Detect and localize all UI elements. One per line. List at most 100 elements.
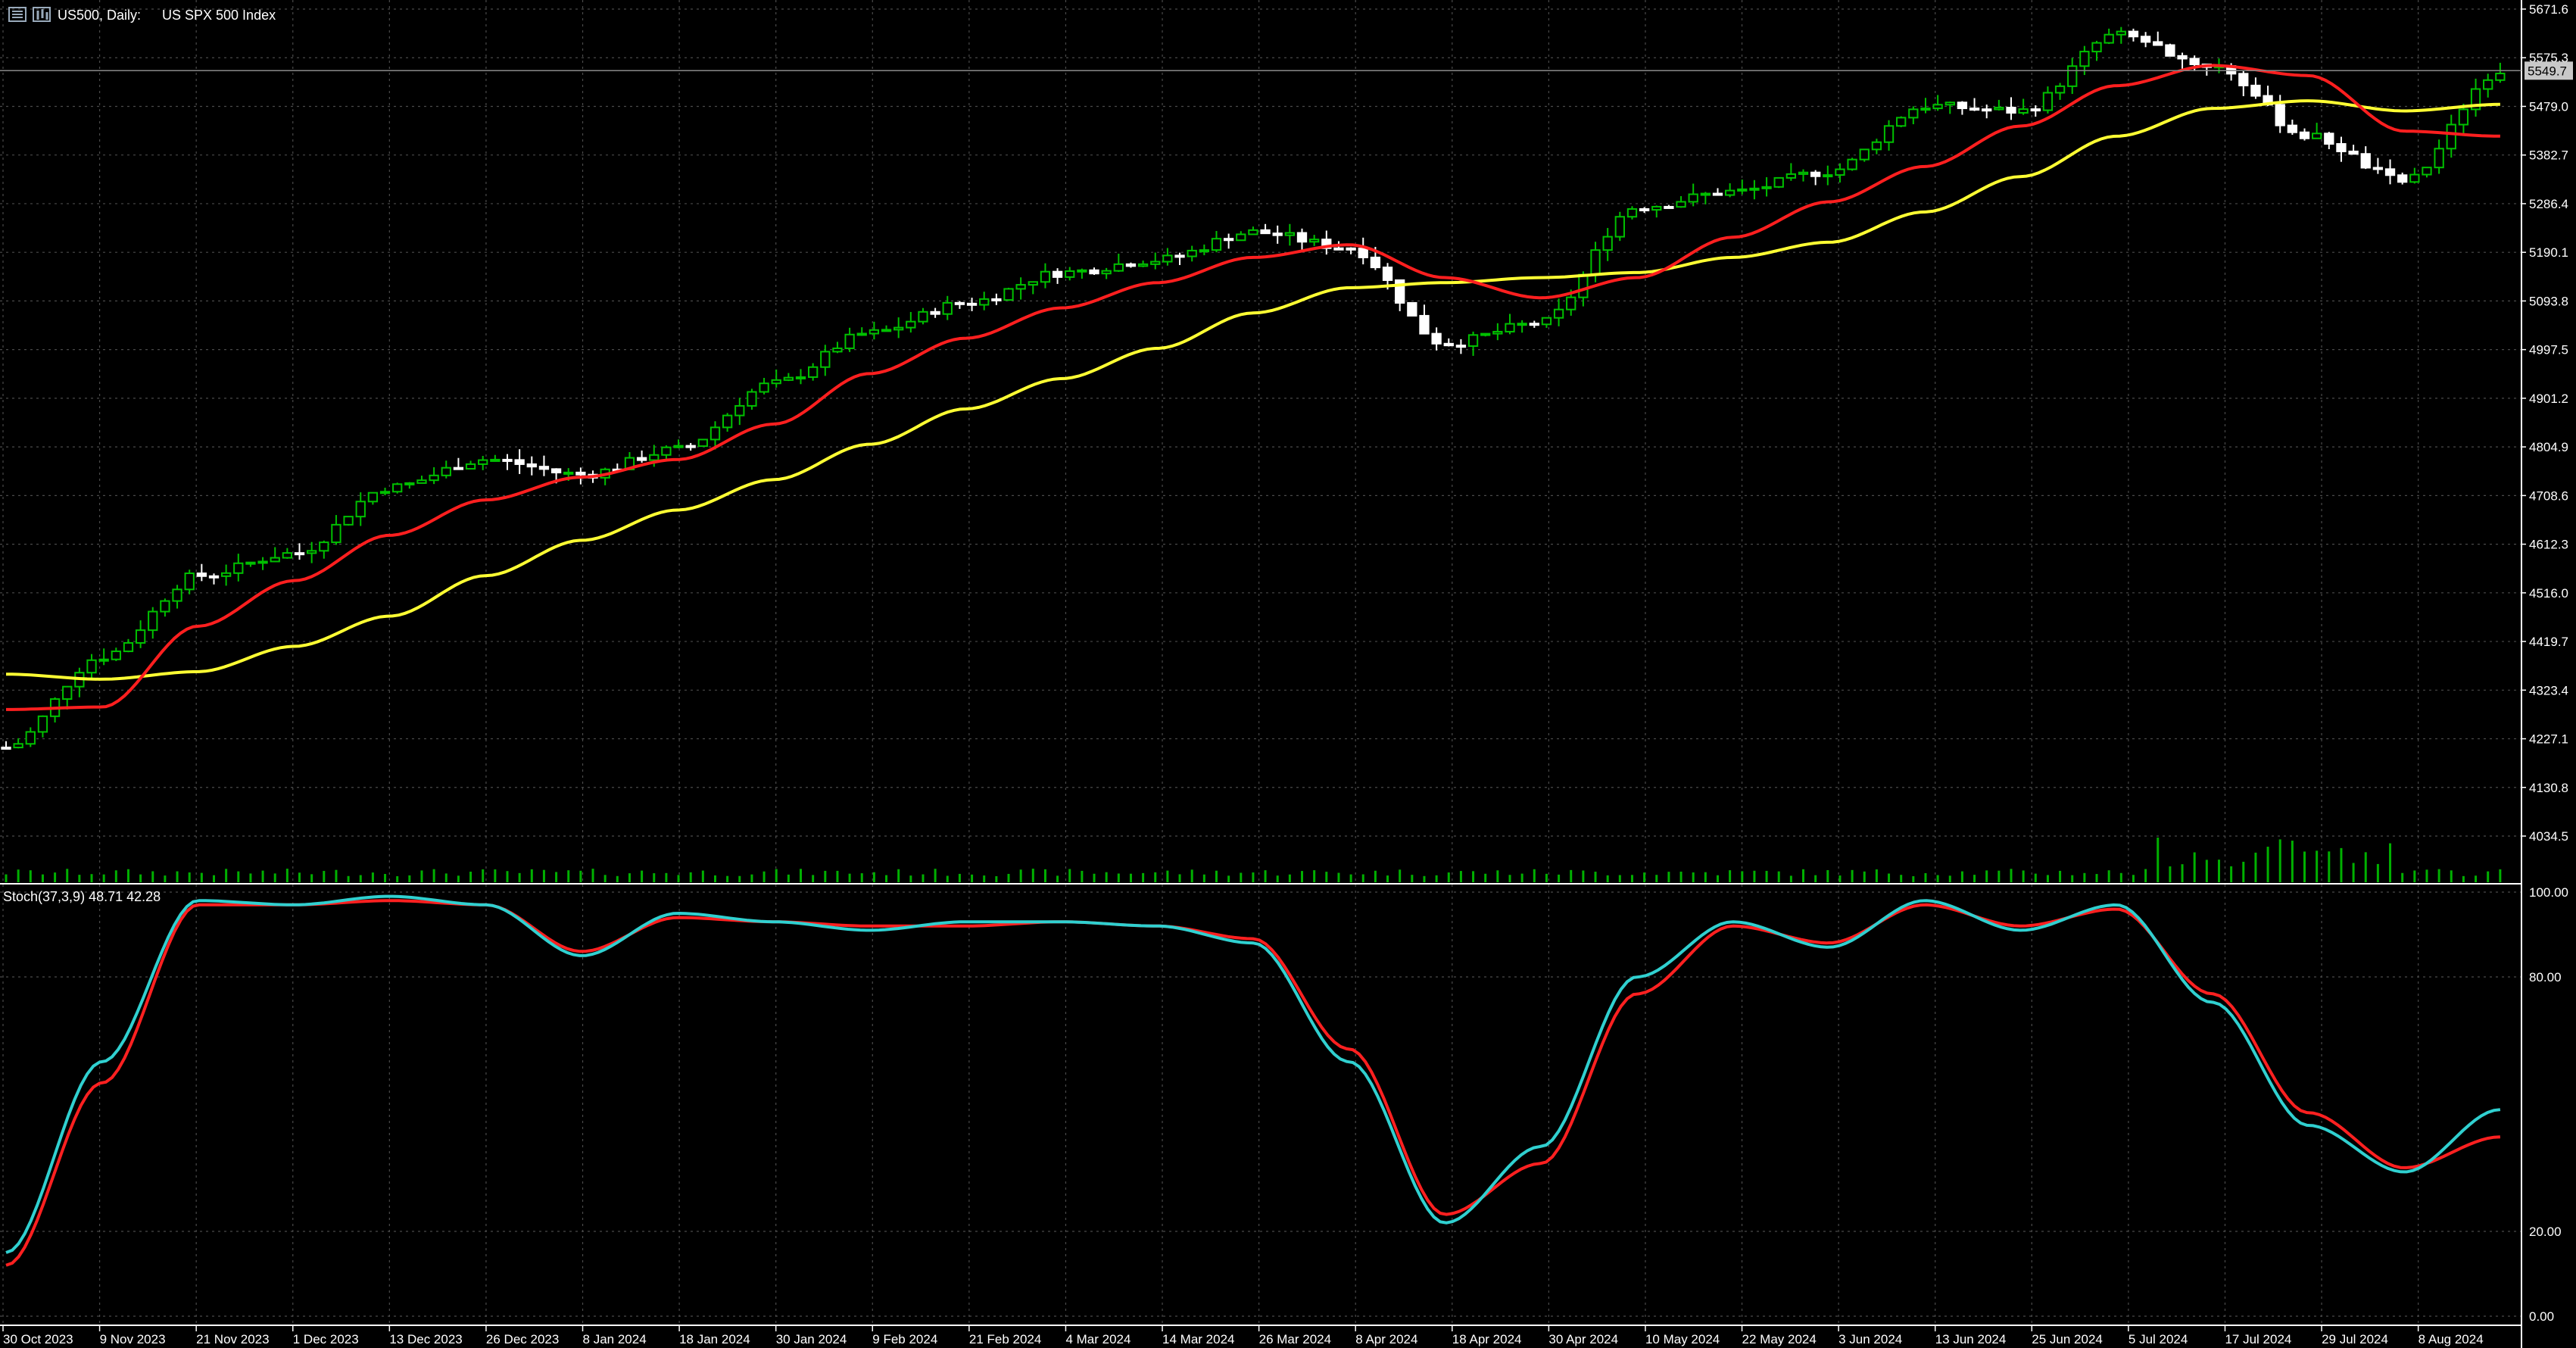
candle-body bbox=[1957, 101, 1968, 110]
candle-body bbox=[1077, 269, 1087, 273]
candle-body bbox=[930, 310, 940, 315]
time-tick-label: 14 Mar 2024 bbox=[1162, 1332, 1234, 1346]
price-axis[interactable]: 5671.65575.35479.05382.75286.45190.15093… bbox=[2521, 2, 2568, 844]
candle-body bbox=[2006, 107, 2016, 114]
candle-body bbox=[1505, 323, 1515, 332]
time-tick-label: 13 Jun 2024 bbox=[1935, 1332, 2007, 1346]
candle-body bbox=[1040, 270, 1051, 283]
candle-body bbox=[2397, 174, 2408, 183]
price-tick-label: 4034.5 bbox=[2529, 829, 2568, 844]
time-tick-label: 1 Dec 2023 bbox=[293, 1332, 359, 1346]
candle-body bbox=[2422, 167, 2432, 176]
stoch-main-line bbox=[5, 894, 2501, 1254]
candle-body bbox=[1370, 256, 1381, 269]
candle-body bbox=[1162, 254, 1173, 263]
candle-body bbox=[1333, 247, 1344, 251]
candle-body bbox=[1480, 332, 1491, 336]
candle-body bbox=[1455, 345, 1467, 348]
candle-body bbox=[2140, 36, 2151, 43]
candle-body bbox=[331, 523, 341, 544]
stoch-axis[interactable]: 100.00 80.00 20.00 0.00 bbox=[2529, 885, 2568, 1324]
candle-body bbox=[1664, 205, 1674, 209]
candle-body bbox=[2128, 30, 2139, 38]
time-tick-label: 26 Mar 2024 bbox=[1259, 1332, 1331, 1346]
candle-body bbox=[685, 445, 696, 448]
candle-body bbox=[148, 610, 158, 632]
time-tick-label: 9 Feb 2024 bbox=[872, 1332, 937, 1346]
candle-body bbox=[2348, 150, 2359, 155]
candle-body bbox=[172, 588, 182, 602]
candle-body bbox=[307, 550, 317, 554]
candle-body bbox=[795, 376, 806, 379]
candle-body bbox=[2360, 153, 2371, 169]
candle-body bbox=[1785, 173, 1797, 179]
candle-body bbox=[2312, 133, 2322, 139]
candle-body bbox=[1407, 301, 1417, 317]
candle-body bbox=[1896, 117, 1907, 127]
time-tick-label: 18 Apr 2024 bbox=[1452, 1332, 1522, 1346]
candle-body bbox=[1174, 254, 1185, 258]
candle-body bbox=[1602, 236, 1613, 251]
candle-body bbox=[1932, 104, 1943, 110]
candle-body bbox=[1908, 108, 1919, 119]
candle-body bbox=[979, 298, 990, 306]
time-tick-label: 8 Jan 2024 bbox=[583, 1332, 647, 1346]
chart-menu-icon[interactable] bbox=[8, 7, 27, 22]
candle-body bbox=[1712, 192, 1723, 196]
candle-body bbox=[820, 351, 831, 368]
time-tick-label: 21 Nov 2023 bbox=[196, 1332, 269, 1346]
candle-body bbox=[1199, 249, 1209, 253]
candle-body bbox=[1651, 205, 1662, 211]
candle-body bbox=[294, 552, 305, 556]
candle-body bbox=[2483, 79, 2493, 90]
candle-body bbox=[2104, 33, 2114, 44]
candle-body bbox=[1346, 247, 1356, 251]
candle-body bbox=[86, 659, 97, 674]
time-tick-label: 30 Oct 2023 bbox=[3, 1332, 73, 1346]
candle-body bbox=[208, 575, 220, 579]
candle-body bbox=[991, 298, 1002, 301]
candle-body bbox=[550, 468, 562, 473]
candle-body bbox=[1150, 261, 1161, 265]
candle-body bbox=[2018, 108, 2029, 114]
chart-type-icon[interactable] bbox=[33, 7, 51, 22]
candle-body bbox=[1994, 107, 2004, 111]
current-price-badge: 5549.7 bbox=[2525, 61, 2573, 80]
time-axis[interactable]: 30 Oct 2023 9 Nov 2023 21 Nov 2023 1 Dec 20… bbox=[2, 1325, 2484, 1346]
candle-body bbox=[1065, 270, 1075, 278]
time-tick-label: 30 Jan 2024 bbox=[776, 1332, 847, 1346]
candle-body bbox=[563, 471, 574, 475]
price-tick-label: 5382.7 bbox=[2529, 148, 2568, 163]
price-tick-label: 5671.6 bbox=[2529, 2, 2568, 17]
price-tick-label: 4804.9 bbox=[2529, 440, 2568, 454]
candle-body bbox=[1211, 238, 1222, 251]
stoch-signal-line bbox=[5, 899, 2501, 1267]
candle-body bbox=[1443, 342, 1454, 347]
svg-text:5549.7: 5549.7 bbox=[2528, 64, 2567, 78]
candle-body bbox=[759, 382, 769, 393]
stoch-tick-label: 0.00 bbox=[2529, 1309, 2554, 1324]
candle-body bbox=[160, 600, 170, 613]
time-tick-label: 18 Jan 2024 bbox=[679, 1332, 750, 1346]
stoch-tick-label: 20.00 bbox=[2529, 1225, 2562, 1239]
candle-body bbox=[649, 454, 660, 461]
candle-body bbox=[906, 320, 916, 329]
candle-body bbox=[1566, 296, 1576, 310]
candle-body bbox=[575, 471, 586, 476]
candle-body bbox=[942, 301, 953, 315]
candle-body bbox=[514, 459, 525, 465]
price-tick-label: 4516.0 bbox=[2529, 586, 2568, 601]
candle-body bbox=[220, 572, 232, 577]
candle-body bbox=[1969, 108, 1980, 111]
time-tick-label: 4 Mar 2024 bbox=[1065, 1332, 1131, 1346]
candle-body bbox=[453, 466, 464, 470]
candle-body bbox=[1125, 263, 1137, 267]
candle-body bbox=[196, 573, 207, 577]
candle-body bbox=[1529, 323, 1539, 326]
candle-body bbox=[918, 310, 928, 323]
candle-body bbox=[1296, 232, 1308, 243]
candle-body bbox=[233, 562, 244, 574]
time-tick-label: 30 Apr 2024 bbox=[1548, 1332, 1618, 1346]
